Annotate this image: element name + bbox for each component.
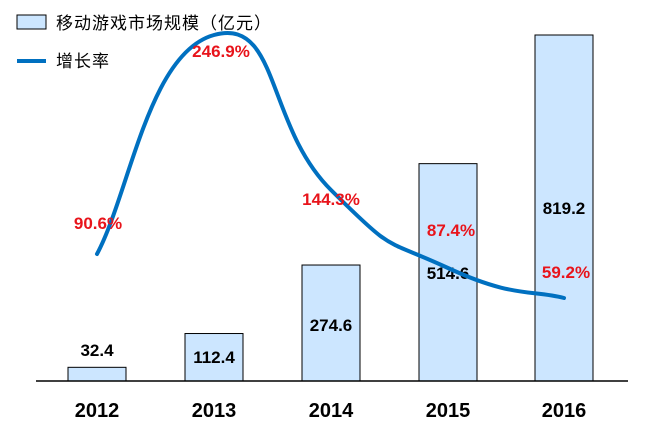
x-tick-2015: 2015 [426,400,471,422]
bar-2016 [534,34,594,382]
bar-value-label-2014: 274.6 [310,316,353,335]
bar-value-label-2012: 32.4 [80,341,114,360]
rate-label-2014: 144.3% [302,190,360,209]
bar-2013 [184,333,244,382]
legend-bar-swatch [16,14,47,30]
growth-rate-labels: 90.6% 246.9% 144.3% 87.4% 59.2% [74,42,590,282]
bar-value-labels: 32.4 112.4 274.6 514.6 819.2 [80,199,585,367]
rate-label-2012: 90.6% [74,214,122,233]
x-tick-2012: 2012 [75,400,120,422]
bar-2012 [67,366,127,382]
growth-rate-line [95,31,566,300]
legend: 移动游戏市场规模（亿元） 增长率 [16,14,272,72]
rate-label-2015: 87.4% [427,221,475,240]
bar-2014 [301,264,361,382]
bar-value-label-2016: 819.2 [543,199,586,218]
legend-line-label: 增长率 [56,52,110,72]
x-tick-2014: 2014 [309,400,354,422]
bar-value-label-2015: 514.6 [427,264,470,283]
bar-series [67,34,594,382]
rate-label-2013: 246.9% [192,42,250,61]
x-tick-2016: 2016 [542,400,587,422]
x-axis-tick-labels: 2012 2013 2014 2015 2016 [75,400,587,422]
rate-label-2016: 59.2% [542,263,590,282]
bar-2015 [418,163,478,382]
legend-bar-label: 移动游戏市场规模（亿元） [56,14,272,34]
x-tick-2013: 2013 [192,400,237,422]
bar-value-label-2013: 112.4 [193,348,235,367]
